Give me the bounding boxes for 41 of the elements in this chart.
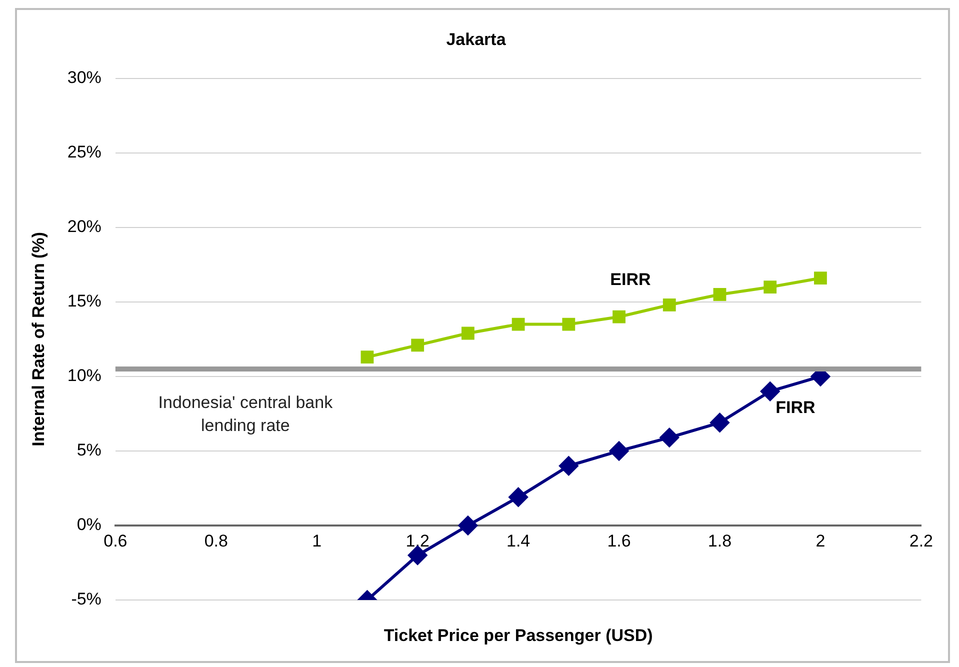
y-tick-label: -5%	[71, 590, 102, 609]
y-tick-label: 5%	[76, 440, 102, 460]
point	[764, 280, 777, 294]
series-label: FIRR	[776, 398, 816, 418]
y-tick-label: 10%	[67, 366, 102, 386]
point	[458, 516, 478, 535]
point	[660, 428, 679, 448]
ref-line-label: Indonesia' central bank lending rate	[158, 393, 334, 436]
x-tick-label: 2.2	[909, 531, 934, 550]
point	[814, 272, 827, 285]
point	[411, 338, 424, 352]
point	[512, 318, 525, 331]
x-tick-label: 1.4	[506, 531, 530, 550]
x-tick-label: 2	[816, 531, 826, 550]
point	[461, 326, 474, 340]
x-tick-label: 1	[312, 531, 322, 550]
series-label: EIRR	[610, 270, 651, 289]
chart-title: Jakarta	[446, 30, 506, 49]
y-tick-label: 30%	[67, 68, 102, 88]
y-axis-title: Internal Rate of Return (%)	[28, 232, 48, 446]
x-tick-label: 1.6	[607, 531, 631, 550]
point	[662, 298, 676, 312]
point	[360, 350, 374, 364]
x-tick-label: 1.8	[708, 531, 732, 550]
point	[508, 488, 528, 507]
point	[710, 413, 730, 432]
point	[562, 318, 576, 331]
y-tick-label: 20%	[67, 217, 102, 236]
point	[760, 382, 780, 401]
point	[612, 310, 626, 324]
point	[610, 441, 629, 460]
y-tick-label: 0%	[76, 515, 102, 534]
y-tick-label: 15%	[67, 292, 102, 311]
x-tick-label: 1.2	[406, 531, 430, 550]
y-tick-label: 25%	[67, 142, 102, 162]
x-tick-label: 0.8	[204, 531, 228, 550]
point	[408, 546, 428, 565]
x-tick-label: 0.6	[104, 531, 128, 550]
point	[713, 288, 726, 301]
point	[559, 456, 578, 476]
x-axis-title: Ticket Price per Passenger (USD)	[384, 626, 653, 646]
